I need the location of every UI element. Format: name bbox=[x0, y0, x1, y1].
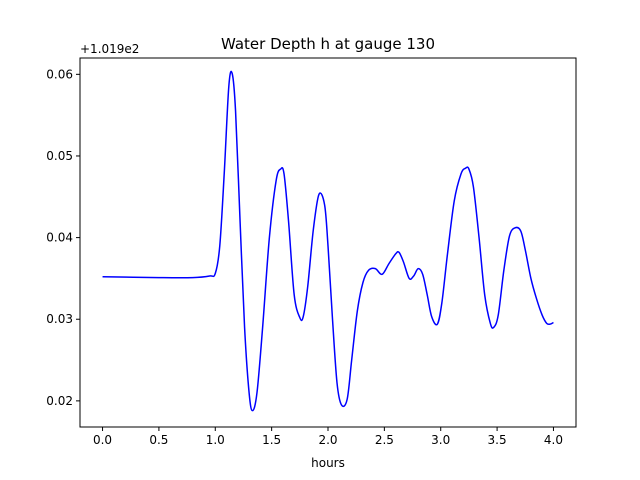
x-axis-label: hours bbox=[311, 456, 345, 470]
x-tick-label: 1.5 bbox=[262, 433, 281, 447]
x-tick-label: 3.5 bbox=[488, 433, 507, 447]
x-tick-label: 2.5 bbox=[375, 433, 394, 447]
x-tick-label: 0.0 bbox=[93, 433, 112, 447]
plot-area: 0.0 0.5 1.0 1.5 2.0 2.5 3.0 3.5 4.0 0.02 0.03 0.04 0… bbox=[46, 57, 577, 447]
y-tick-label: 0.02 bbox=[46, 394, 73, 408]
x-tick-label: 4.0 bbox=[544, 433, 563, 447]
x-tick-label: 1.0 bbox=[206, 433, 225, 447]
series-line-0 bbox=[102, 70, 554, 412]
x-tick-label: 0.5 bbox=[149, 433, 168, 447]
x-tick-label: 3.0 bbox=[431, 433, 450, 447]
x-tick-label: 2.0 bbox=[318, 433, 337, 447]
y-tick-label: 0.04 bbox=[46, 231, 73, 245]
y-tick-label: 0.05 bbox=[46, 149, 73, 163]
y-tick-label: 0.03 bbox=[46, 312, 73, 326]
y-offset-label: +1.019e2 bbox=[80, 42, 139, 56]
y-tick-label: 0.06 bbox=[46, 67, 73, 81]
chart-title: Water Depth h at gauge 130 bbox=[221, 35, 435, 53]
